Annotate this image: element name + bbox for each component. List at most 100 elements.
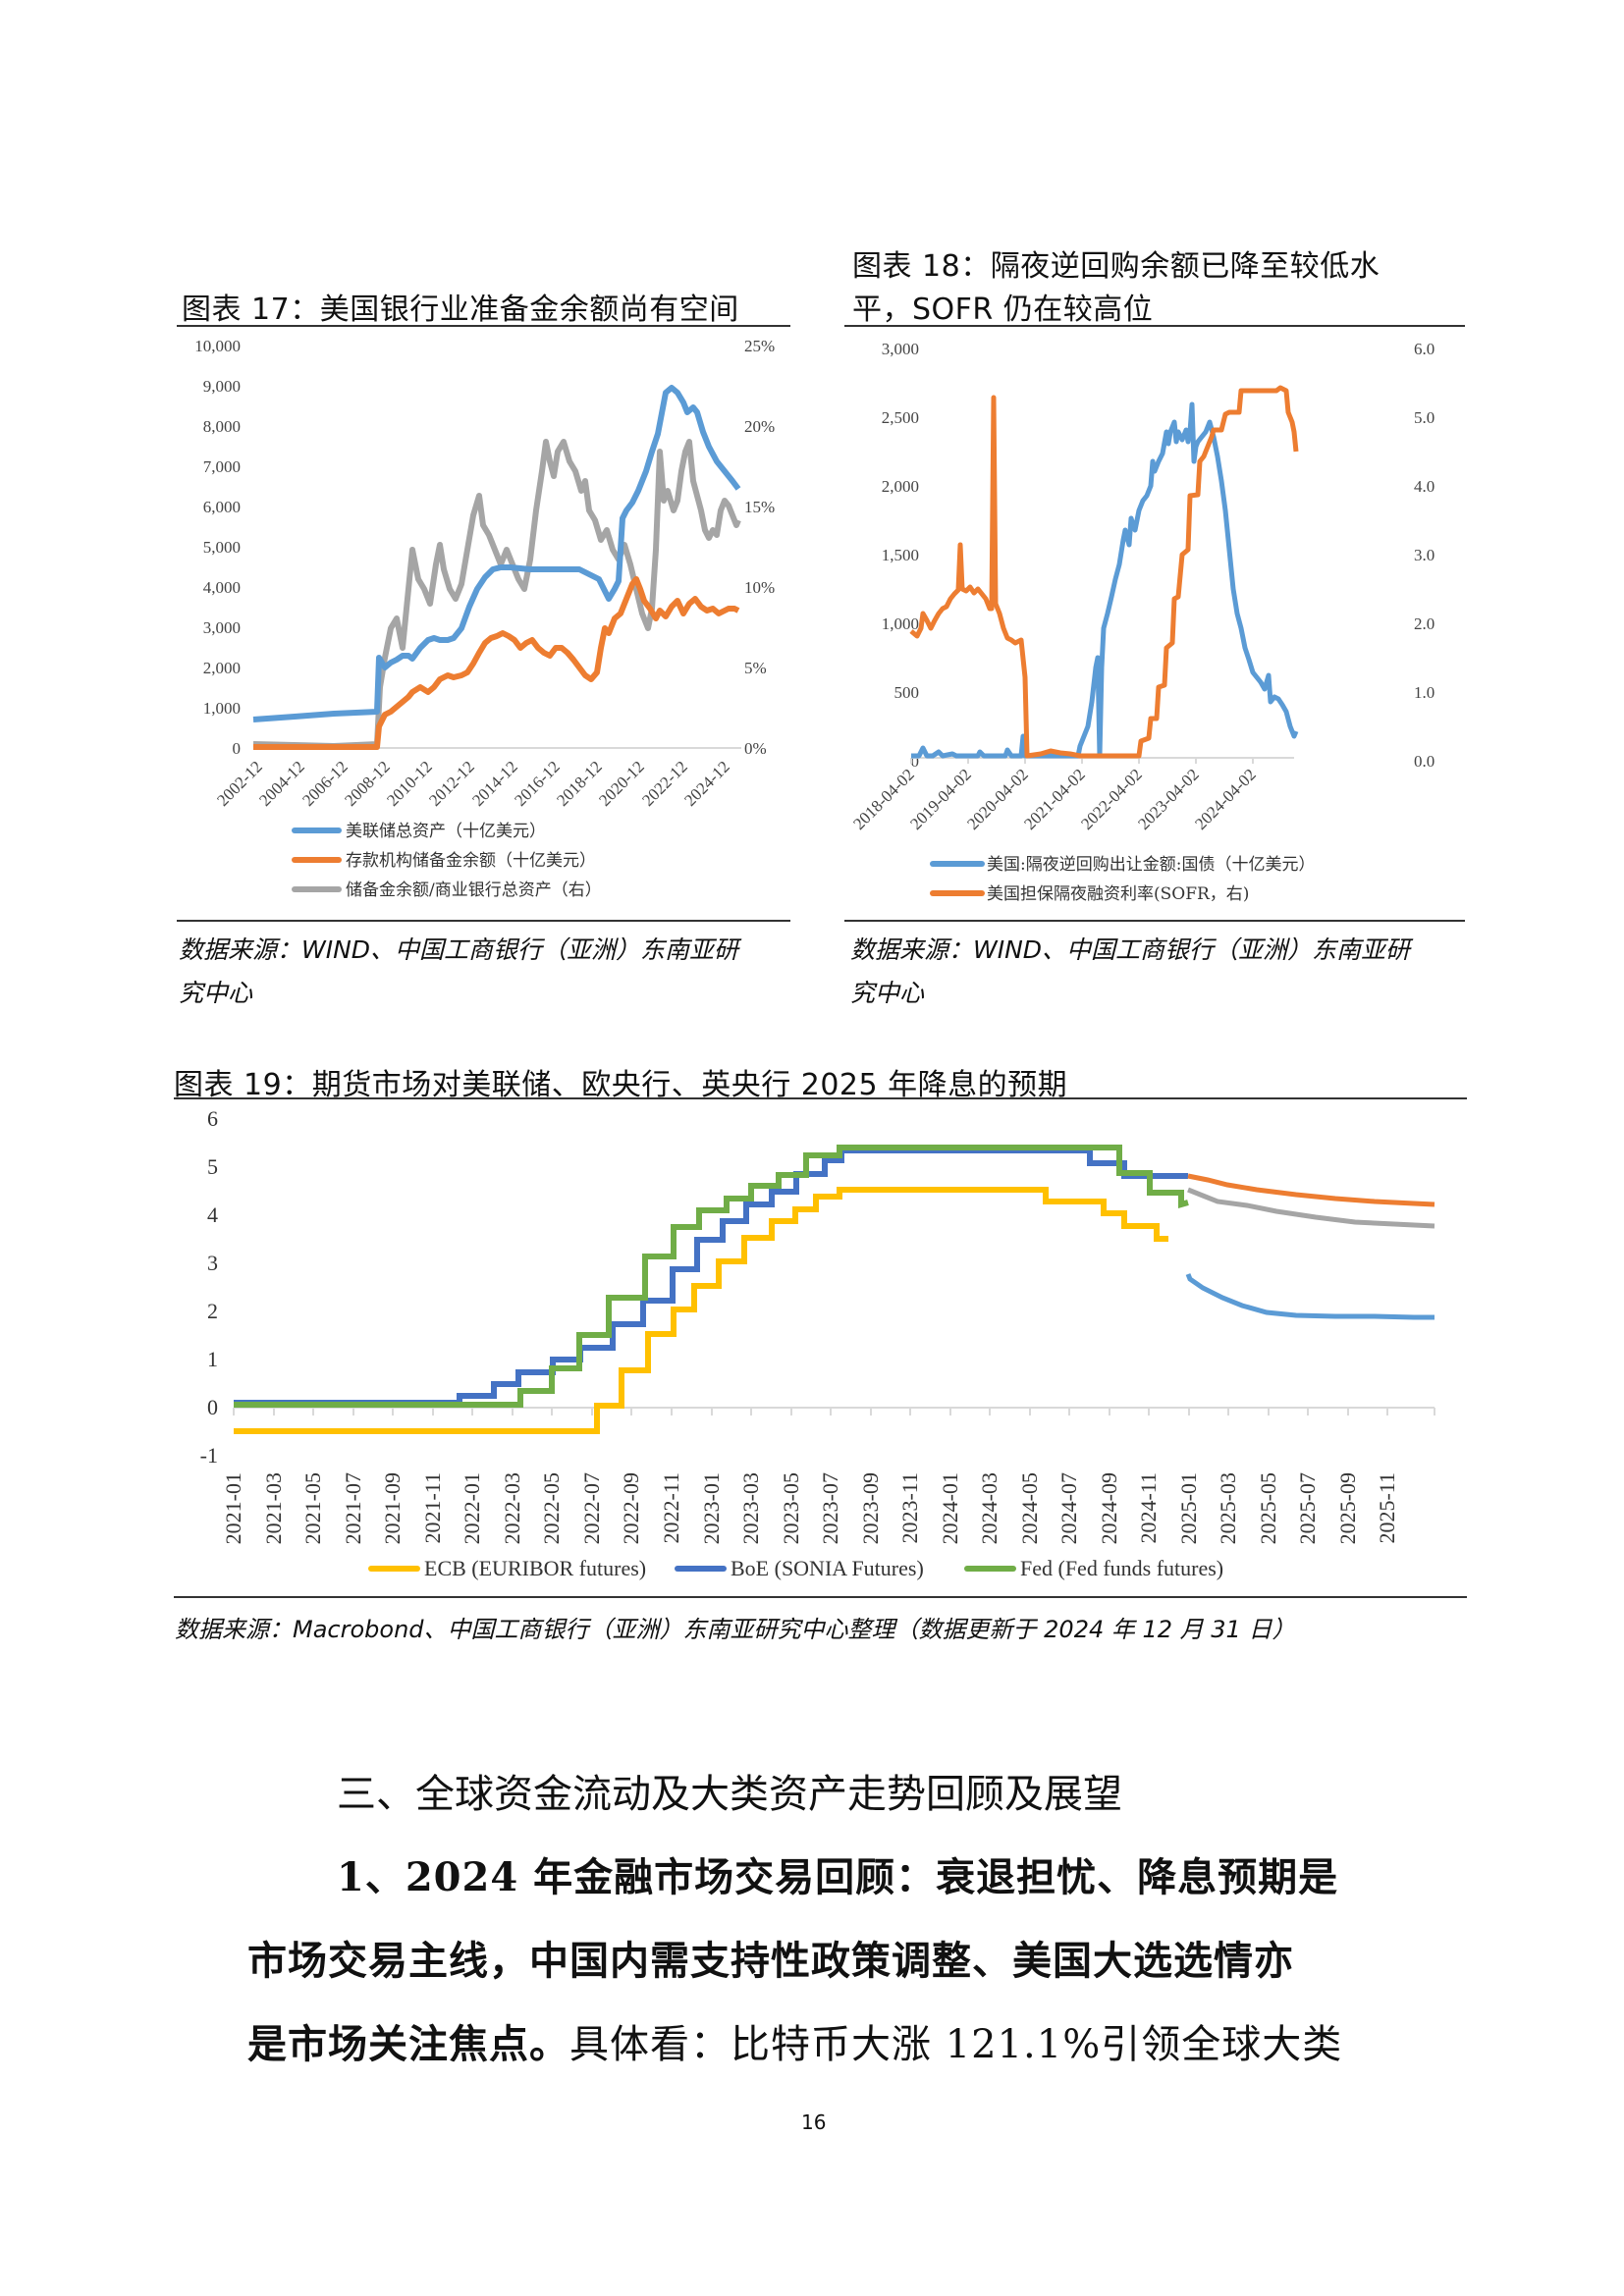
- figure19-y-axis: -1 0 1 2 3 4 5 6: [200, 1106, 218, 1468]
- svg-text:10,000: 10,000: [194, 337, 241, 355]
- svg-text:2025-05: 2025-05: [1256, 1472, 1280, 1544]
- svg-text:0: 0: [911, 752, 920, 771]
- svg-text:2023-05: 2023-05: [779, 1472, 803, 1544]
- legend-label-reserve-ratio: 储备金余额/商业银行总资产（右）: [346, 881, 602, 900]
- svg-text:10%: 10%: [744, 578, 775, 597]
- svg-text:2024-11: 2024-11: [1136, 1472, 1161, 1544]
- page-number: 16: [801, 2110, 827, 2134]
- svg-text:7,000: 7,000: [203, 457, 241, 476]
- figure17-title: 图表 17：美国银行业准备金余额尚有空间: [182, 293, 739, 327]
- svg-text:8,000: 8,000: [203, 417, 241, 436]
- svg-text:5%: 5%: [744, 659, 767, 677]
- paragraph-line-3-bold: 是市场关注焦点。: [247, 2021, 569, 2067]
- figure18-series-rrp: [911, 401, 1299, 759]
- svg-text:2023-03: 2023-03: [738, 1472, 763, 1544]
- figure19-series-boe: [234, 1148, 1188, 1406]
- svg-text:2024-03: 2024-03: [977, 1472, 1001, 1544]
- svg-text:2025-01: 2025-01: [1176, 1472, 1201, 1544]
- figure19-legend: ECB (EURIBOR futures) BoE (SONIA Futures…: [368, 1556, 1223, 1580]
- svg-text:2022-11: 2022-11: [659, 1472, 683, 1544]
- svg-text:0: 0: [207, 1395, 218, 1419]
- figure18-right-axis: 0.0 1.0 2.0 3.0 4.0 5.0 6.0: [1414, 340, 1435, 771]
- svg-text:2024-07: 2024-07: [1056, 1472, 1081, 1544]
- figure17-left-axis: 0 1,000 2,000 3,000 4,000 5,000 6,000 7,…: [194, 337, 241, 758]
- svg-text:6: 6: [207, 1106, 218, 1131]
- figure19-series-ecb-forecast: [1185, 1273, 1435, 1320]
- svg-text:0.0: 0.0: [1414, 752, 1435, 771]
- figure18-left-axis: 0 500 1,000 1,500 2,000 2,500 3,000: [882, 340, 919, 771]
- svg-text:2025-03: 2025-03: [1216, 1472, 1240, 1544]
- figure18-legend: 美国:隔夜逆回购出让金额:国债（十亿美元） 美国担保隔夜融资利率(SOFR，右): [930, 855, 1315, 904]
- figure18-title-line2: 平，SOFR 仍在较高位: [852, 293, 1154, 327]
- svg-text:1,500: 1,500: [882, 546, 919, 564]
- svg-text:3,000: 3,000: [882, 340, 919, 358]
- legend-label-fed-assets: 美联储总资产（十亿美元）: [346, 822, 546, 841]
- svg-text:2,500: 2,500: [882, 408, 919, 427]
- figure17-title-rule: [177, 325, 790, 327]
- figure17-source: 数据来源：WIND、中国工商银行（亚洲）东南亚研: [179, 935, 739, 964]
- svg-text:0: 0: [233, 739, 242, 758]
- figure19-x-axis: 2021-01 2021-03 2021-05 2021-07 2021-09 …: [221, 1472, 1399, 1544]
- legend-label-ecb: ECB (EURIBOR futures): [424, 1556, 646, 1580]
- svg-text:4.0: 4.0: [1414, 477, 1435, 496]
- svg-text:2025-11: 2025-11: [1375, 1472, 1399, 1544]
- svg-text:-1: -1: [200, 1443, 218, 1468]
- svg-text:3.0: 3.0: [1414, 546, 1435, 564]
- figure17-series-reserve-ratio: [252, 439, 741, 749]
- svg-text:2021-09: 2021-09: [380, 1472, 405, 1544]
- svg-text:9,000: 9,000: [203, 377, 241, 396]
- svg-text:2,000: 2,000: [203, 659, 241, 677]
- svg-text:3: 3: [207, 1251, 218, 1275]
- figure18-source-cont: 究中心: [850, 979, 925, 1007]
- paragraph-line-3-rest: 具体看：比特币大涨 121.1%引领全球大类: [569, 2022, 1343, 2067]
- svg-text:15%: 15%: [744, 498, 775, 516]
- legend-label-fed: Fed (Fed funds futures): [1020, 1556, 1223, 1580]
- figure19-source-rule: [174, 1596, 1467, 1598]
- svg-text:25%: 25%: [744, 337, 775, 355]
- svg-text:2022-05: 2022-05: [539, 1472, 564, 1544]
- figure18-source-rule: [844, 920, 1465, 922]
- legend-label-rrp: 美国:隔夜逆回购出让金额:国债（十亿美元）: [987, 855, 1315, 875]
- svg-text:0%: 0%: [744, 739, 767, 758]
- figure18-series-sofr: [909, 385, 1299, 759]
- svg-text:20%: 20%: [744, 417, 775, 436]
- svg-text:2021-01: 2021-01: [221, 1472, 245, 1544]
- figure19-series-fed-forecast: [1187, 1187, 1435, 1229]
- figure19-title-rule: [174, 1097, 1467, 1099]
- figure18-title-rule: [844, 325, 1465, 327]
- svg-text:6,000: 6,000: [203, 498, 241, 516]
- paragraph-line-2: 市场交易主线，中国内需支持性政策调整、美国大选选情亦: [247, 1938, 1294, 1984]
- svg-text:2021-05: 2021-05: [300, 1472, 325, 1544]
- paragraph-line-1: 1、2024 年金融市场交易回顾：衰退担忧、降息预期是: [337, 1854, 1339, 1900]
- svg-text:2: 2: [207, 1299, 218, 1323]
- svg-text:4: 4: [207, 1202, 218, 1227]
- svg-text:2023-07: 2023-07: [818, 1472, 842, 1544]
- section-heading: 三、全球资金流动及大类资产走势回顾及展望: [337, 1772, 1122, 1817]
- figure18-title-line1: 图表 18：隔夜逆回购余额已降至较低水: [852, 249, 1380, 284]
- svg-text:2021-07: 2021-07: [341, 1472, 365, 1544]
- figure17-series-fed-assets: [252, 385, 741, 722]
- svg-text:500: 500: [894, 683, 920, 702]
- svg-text:2022-07: 2022-07: [579, 1472, 604, 1544]
- svg-text:2021-11: 2021-11: [420, 1472, 445, 1544]
- svg-text:2023-11: 2023-11: [897, 1472, 922, 1544]
- figure19-series-fed: [234, 1145, 1189, 1408]
- figure17-right-axis: 0% 5% 10% 15% 20% 25%: [744, 337, 775, 758]
- svg-text:1,000: 1,000: [203, 699, 241, 718]
- svg-text:1: 1: [207, 1347, 218, 1371]
- figure17-source-rule: [177, 920, 790, 922]
- figure17-series-reserves: [253, 576, 740, 750]
- svg-text:6.0: 6.0: [1414, 340, 1435, 358]
- figure17-source-cont: 究中心: [179, 979, 253, 1007]
- svg-text:2023-01: 2023-01: [699, 1472, 724, 1544]
- svg-text:2024-09: 2024-09: [1097, 1472, 1121, 1544]
- figure19-source: 数据来源：Macrobond、中国工商银行（亚洲）东南亚研究中心整理（数据更新于…: [175, 1616, 1296, 1643]
- paragraph-line-3: 是市场关注焦点。具体看：比特币大涨 121.1%引领全球大类: [247, 2012, 1342, 2069]
- svg-text:4,000: 4,000: [203, 578, 241, 597]
- svg-text:3,000: 3,000: [203, 618, 241, 637]
- svg-text:2025-09: 2025-09: [1335, 1472, 1360, 1544]
- figure19-title: 图表 19：期货市场对美联储、欧央行、英央行 2025 年降息的预期: [174, 1068, 1068, 1102]
- svg-text:2022-01: 2022-01: [460, 1472, 484, 1544]
